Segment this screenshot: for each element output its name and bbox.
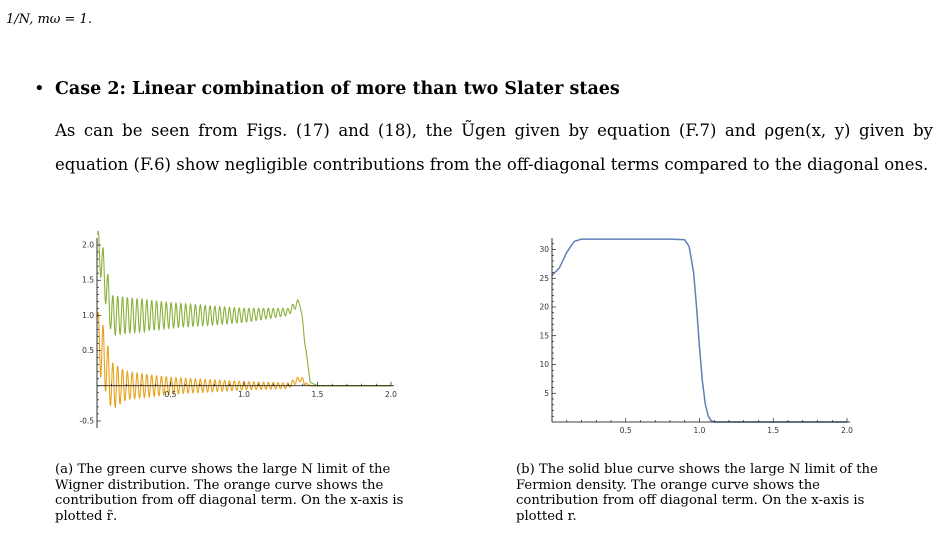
figure-a-green-line xyxy=(97,230,391,387)
figure-a-x-tick-label: 1.0 xyxy=(238,390,250,399)
figure-b-x-tick-label: 0.5 xyxy=(620,426,632,435)
figure-b-y-tick-label: 20 xyxy=(539,303,549,312)
figure-b-x-tick-label: 1.5 xyxy=(767,426,779,435)
figure-a-y-tick-label: 1.0 xyxy=(82,311,94,320)
figure-b-blue-series xyxy=(551,238,847,423)
figure-a-axes: 0.5 1.0 1.5 2.0 -0.5 0.5 1.0 1.5 2.0 xyxy=(79,238,397,428)
header-text: 1/N, mω = 1. xyxy=(6,12,92,27)
figure-a-green-series xyxy=(97,230,391,387)
figure-b-plot: 0.5 1.0 1.5 2.0 5 10 15 20 25 30 xyxy=(539,238,853,435)
figure-b-y-tick-label: 30 xyxy=(539,245,549,254)
figure-a-y-tick-label: 2.0 xyxy=(82,241,94,250)
figure-a-y-tick-label: -0.5 xyxy=(79,416,94,425)
figure-b-y-tick-label: 5 xyxy=(544,389,549,398)
figure-a-x-tick-label: 2.0 xyxy=(385,390,397,399)
figure-a-x-tick-label: 1.5 xyxy=(312,390,324,399)
section-paragraph: As can be seen from Figs. (17) and (18),… xyxy=(55,121,933,174)
figure-a-y-tick-label: 1.5 xyxy=(82,276,94,285)
figure-b-y-tick-label: 25 xyxy=(539,274,549,283)
figure-a-x-tick-label: 0.5 xyxy=(165,390,177,399)
figure-a-plot: 0.5 1.0 1.5 2.0 -0.5 0.5 1.0 1.5 2.0 xyxy=(79,230,397,428)
section-bullet: • xyxy=(34,78,45,99)
figure-b-caption: (b) The solid blue curve shows the large… xyxy=(516,462,878,524)
figure-b-axes: 0.5 1.0 1.5 2.0 5 10 15 20 25 30 xyxy=(539,238,853,435)
figure-b-x-tick-label: 2.0 xyxy=(841,426,853,435)
figure-a-caption: (a) The green curve shows the large N li… xyxy=(55,462,404,524)
figure-b-y-tick-label: 15 xyxy=(539,331,549,340)
figure-b-blue-line xyxy=(551,238,847,423)
figure-a-y-tick-label: 0.5 xyxy=(82,346,94,355)
section-title: Case 2: Linear combination of more than … xyxy=(55,79,620,99)
header-math: 1/N, mω = 1. xyxy=(6,12,92,27)
figure-b-x-tick-label: 1.0 xyxy=(694,426,706,435)
figure-b-y-tick-label: 10 xyxy=(539,360,549,369)
